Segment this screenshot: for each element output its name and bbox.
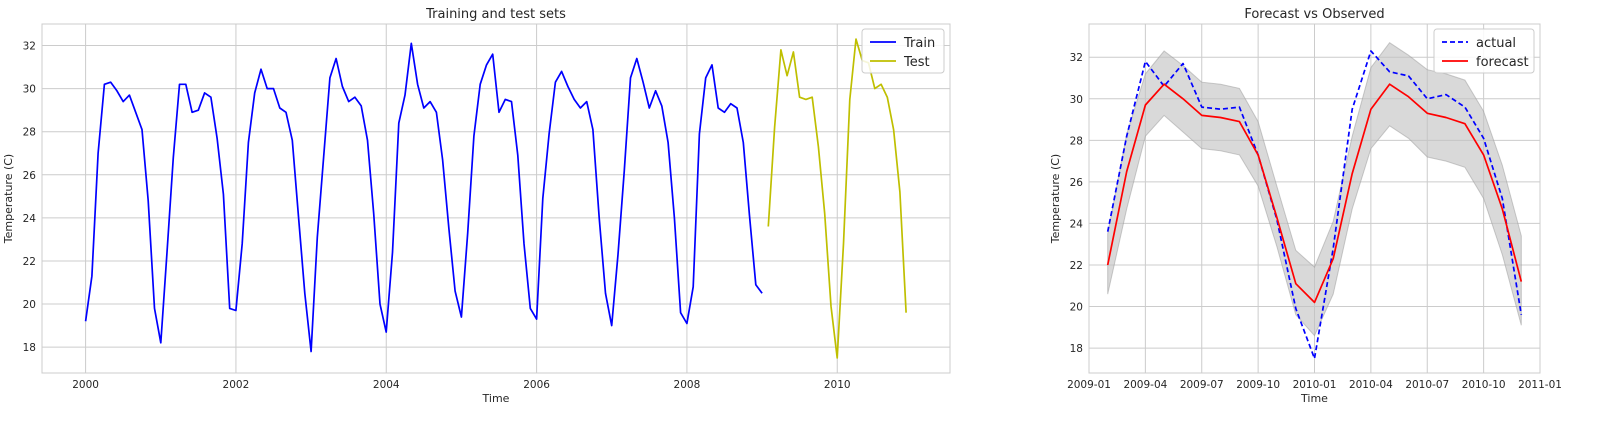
x-tick-label: 2010-07 <box>1405 379 1449 391</box>
x-tick-label: 2010 <box>824 379 851 391</box>
series-line-actual <box>1106 50 1523 360</box>
y-tick-label: 20 <box>1070 302 1083 314</box>
y-tick-label: 30 <box>23 84 36 96</box>
legend-label-test: Test <box>903 55 930 70</box>
x-tick-label: 2010-04 <box>1349 379 1393 391</box>
chart-title: Training and test sets <box>425 7 566 22</box>
y-tick-label: 32 <box>1070 52 1083 64</box>
x-axis-label: Time <box>1300 392 1328 405</box>
legend: actual forecast <box>1433 28 1535 74</box>
tick-labels: 2009-01 2009-04 2009-07 2009-10 2010-01 2010-… <box>1067 52 1562 391</box>
x-tick-label: 2011-01 <box>1518 379 1562 391</box>
y-tick-label: 28 <box>1070 135 1083 147</box>
x-tick-label: 2009-04 <box>1123 379 1167 391</box>
legend-label-actual: actual <box>1476 36 1516 51</box>
plot-area <box>41 23 951 374</box>
legend-box <box>861 28 945 74</box>
legend-box <box>1433 28 1535 74</box>
series-line-Test <box>767 38 907 359</box>
x-tick-label: 2009-10 <box>1236 379 1280 391</box>
tick-labels: 2000 2002 2004 2006 2008 2010 18 20 22 24 26 28 30 32 <box>23 41 851 391</box>
chart-title: Forecast vs Observed <box>1244 7 1384 22</box>
y-tick-label: 18 <box>23 342 36 354</box>
x-tick-label: 2008 <box>674 379 701 391</box>
legend: Train Test <box>861 28 945 74</box>
series-lines <box>1106 50 1523 360</box>
x-tick-label: 2006 <box>523 379 550 391</box>
y-tick-label: 30 <box>1070 94 1083 106</box>
x-tick-label: 2000 <box>72 379 99 391</box>
x-tick-label: 2010-01 <box>1293 379 1337 391</box>
legend-label-train: Train <box>903 36 935 51</box>
y-tick-label: 24 <box>1070 218 1084 230</box>
series-lines <box>84 38 907 359</box>
chart-training-test: 2000 2002 2004 2006 2008 2010 18 20 22 24 26 28 30 32… <box>2 7 951 405</box>
x-tick-label: 2004 <box>373 379 400 391</box>
x-axis-label: Time <box>482 392 510 405</box>
y-tick-label: 18 <box>1070 343 1083 355</box>
chart-forecast-observed: 2009-01 2009-04 2009-07 2009-10 2010-01 2010-… <box>1049 7 1562 405</box>
series-line-forecast <box>1106 83 1523 304</box>
y-tick-label: 32 <box>23 41 36 53</box>
y-tick-label: 22 <box>23 256 36 268</box>
series-line-Train <box>84 42 763 353</box>
y-tick-label: 24 <box>23 213 37 225</box>
legend-label-forecast: forecast <box>1476 55 1529 70</box>
y-tick-label: 26 <box>23 170 37 182</box>
x-tick-label: 2010-10 <box>1462 379 1506 391</box>
y-tick-label: 22 <box>1070 260 1083 272</box>
y-tick-label: 28 <box>23 127 36 139</box>
y-axis-label: Temperature (C) <box>2 154 15 244</box>
x-tick-label: 2002 <box>223 379 250 391</box>
y-tick-label: 20 <box>23 299 36 311</box>
x-tick-label: 2009-01 <box>1067 379 1111 391</box>
y-axis-label: Temperature (C) <box>1049 154 1062 244</box>
x-tick-label: 2009-07 <box>1180 379 1224 391</box>
y-tick-label: 26 <box>1070 177 1084 189</box>
